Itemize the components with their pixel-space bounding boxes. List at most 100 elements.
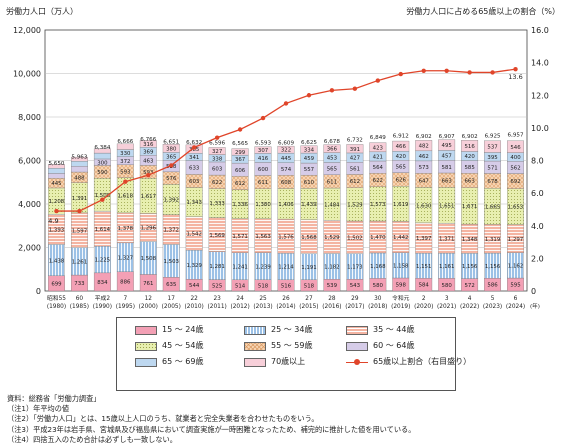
line-point (123, 179, 128, 184)
y-tick-left: 0 (36, 287, 41, 296)
x-tick-era: 22 (190, 296, 198, 302)
bar-value-label: 453 (327, 156, 337, 162)
bar-value-label: 576 (166, 176, 177, 182)
legend-label-55-59: 55 ～ 59歳 (271, 341, 313, 350)
bar-value-label: 572 (464, 283, 474, 289)
bar-value-label: 482 (419, 144, 429, 150)
x-tick-year: (2024) (506, 304, 525, 310)
bar-value-label: 1,502 (347, 235, 362, 241)
bar-value-label: 586 (487, 283, 498, 289)
bar-value-label: 327 (212, 149, 222, 155)
bar-value-label: 338 (212, 156, 223, 162)
bar-value-label: 1,151 (416, 264, 431, 270)
bar-value-label: 1,563 (255, 234, 270, 240)
bar-segment-a65 (48, 168, 65, 174)
bar-value-label: 761 (143, 281, 153, 287)
bar-value-label: 663 (464, 179, 474, 185)
x-tick-year: (1980) (47, 304, 66, 310)
x-tick-year: (2023) (483, 304, 502, 310)
bar-value-label: 1,380 (255, 202, 271, 208)
bar-value-label: 635 (166, 282, 176, 288)
x-tick-era: 5 (491, 296, 495, 302)
bar-value-label: 1,651 (439, 203, 454, 209)
y-tick-left: 2,000 (18, 244, 41, 253)
bar-value-label: 886 (120, 279, 131, 285)
bar-value-label: 1,573 (370, 202, 385, 208)
line-point (421, 68, 426, 73)
bar-value-label: 322 (281, 148, 291, 154)
x-tick-year: (2019) (391, 304, 410, 310)
bar-value-label: 561 (350, 166, 360, 172)
legend-label-15-24: 15 ～ 24歳 (162, 325, 204, 334)
line-point (398, 71, 403, 77)
bar-value-label: 546 (510, 145, 521, 151)
line-point (214, 135, 220, 140)
bar-value-label: 416 (258, 156, 269, 162)
x-tick-year: (2016) (322, 304, 341, 310)
x-tick-year: (2018) (368, 304, 387, 310)
legend-label-60-64: 60 ～ 64歳 (373, 341, 415, 350)
bar-value-label: 1,182 (324, 265, 339, 271)
bar-segment-a70 (392, 140, 410, 152)
legend-swatch-65-69 (135, 357, 157, 367)
y-tick-left: 12,000 (13, 26, 41, 35)
bar-value-label: 1,333 (209, 201, 224, 207)
bar-value-label: 1,372 (164, 228, 179, 234)
bar-value-label: 372 (120, 159, 130, 165)
bar-value-label: 299 (235, 150, 246, 156)
note-1: （注1）年平均の値 (7, 404, 70, 414)
x-tick-era: 30 (374, 296, 382, 302)
bar-total-label: 6,596 (209, 141, 225, 147)
bar-value-label: 678 (487, 179, 498, 185)
bar-value-label: 516 (464, 144, 475, 150)
bar-value-label: 1,617 (141, 194, 156, 200)
legend-item-55-59: 55 ～ 59歳 (244, 340, 312, 352)
y-tick-right: 12.0 (531, 91, 549, 100)
bar-segment-a65 (93, 152, 111, 160)
bar-value-label: 1,371 (439, 236, 454, 242)
legend-item-65-69: 65 ～ 69歳 (135, 356, 203, 368)
legend-label-25-34: 25 ～ 34歳 (271, 325, 313, 334)
legend-item-15-24: 15 ～ 24歳 (135, 324, 203, 336)
x-tick-year: (2011) (208, 304, 227, 310)
bar-value-label: 518 (304, 283, 315, 289)
bar-value-label: 462 (419, 154, 429, 160)
bar-segment-a70 (254, 146, 272, 154)
bar-value-label: 365 (166, 155, 176, 161)
bar-value-label: 463 (143, 158, 153, 164)
bar-value-label: 457 (442, 153, 452, 159)
bar-value-label: 366 (327, 147, 338, 153)
bar-value-label: 1,393 (49, 227, 64, 233)
line-point (375, 78, 381, 83)
bar-value-label: 1,329 (186, 263, 202, 269)
bar-value-label: 1,442 (393, 235, 408, 241)
x-tick-era: 7 (123, 296, 127, 302)
bar-value-label: 537 (487, 145, 497, 151)
bar-value-label: 423 (373, 145, 383, 151)
bar-value-label: 459 (304, 156, 315, 162)
y-tick-right: 0 (531, 287, 536, 296)
bar-value-label: 330 (120, 151, 131, 157)
bar-value-label: 1,542 (186, 232, 201, 238)
bar-value-label: 516 (281, 283, 292, 289)
bar-value-label: 834 (97, 280, 108, 286)
bar-value-label: 565 (396, 165, 406, 171)
bar-value-label: 1,470 (370, 235, 386, 241)
x-tick-era: 25 (259, 296, 267, 302)
bar-value-label: 584 (419, 283, 430, 289)
bar-segment-a70 (93, 148, 111, 154)
bar-value-label: 647 (419, 178, 429, 184)
bar-total-label: 6,632 (186, 140, 202, 146)
legend-item-45-54: 45 ～ 54歳 (135, 340, 203, 352)
line-point (467, 70, 472, 75)
bar-value-label: 385 (189, 147, 199, 153)
bar-value-label: 1,225 (95, 258, 110, 264)
bar-total-label: 6,849 (370, 135, 386, 141)
bar-value-label: 1,168 (370, 264, 386, 270)
bar-value-label: 307 (258, 148, 268, 154)
bar-value-label: 1,327 (118, 255, 133, 261)
bar-value-label: 1,162 (508, 264, 523, 270)
bar-value-label: 1,568 (301, 235, 317, 241)
legend-item-65-plus-share: 65歳以上割合（右目盛り） (346, 356, 471, 368)
